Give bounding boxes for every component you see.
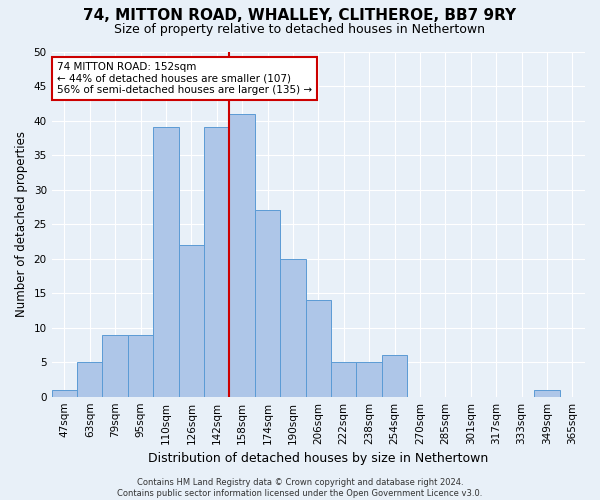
- Bar: [331, 362, 356, 396]
- X-axis label: Distribution of detached houses by size in Nethertown: Distribution of detached houses by size …: [148, 452, 488, 465]
- Bar: [255, 210, 280, 396]
- Bar: [128, 334, 153, 396]
- Bar: [77, 362, 103, 396]
- Text: 74 MITTON ROAD: 152sqm
← 44% of detached houses are smaller (107)
56% of semi-de: 74 MITTON ROAD: 152sqm ← 44% of detached…: [57, 62, 312, 95]
- Bar: [280, 258, 305, 396]
- Bar: [52, 390, 77, 396]
- Y-axis label: Number of detached properties: Number of detached properties: [15, 131, 28, 317]
- Text: 74, MITTON ROAD, WHALLEY, CLITHEROE, BB7 9RY: 74, MITTON ROAD, WHALLEY, CLITHEROE, BB7…: [83, 8, 517, 22]
- Text: Contains HM Land Registry data © Crown copyright and database right 2024.
Contai: Contains HM Land Registry data © Crown c…: [118, 478, 482, 498]
- Bar: [204, 128, 229, 396]
- Bar: [356, 362, 382, 396]
- Bar: [382, 356, 407, 397]
- Bar: [305, 300, 331, 396]
- Bar: [153, 128, 179, 396]
- Bar: [229, 114, 255, 397]
- Bar: [534, 390, 560, 396]
- Bar: [179, 245, 204, 396]
- Bar: [103, 334, 128, 396]
- Text: Size of property relative to detached houses in Nethertown: Size of property relative to detached ho…: [115, 22, 485, 36]
